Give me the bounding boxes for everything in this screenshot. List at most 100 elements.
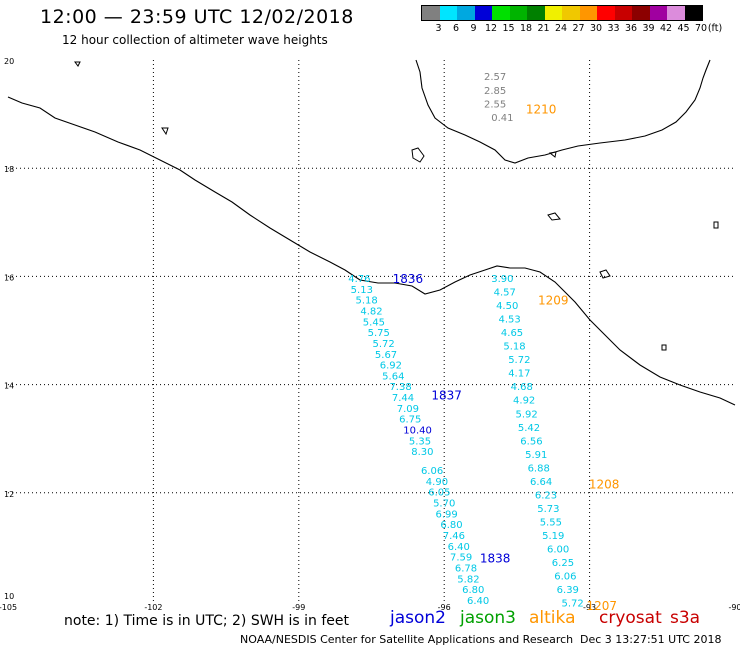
wave-height-value: 6.05 bbox=[428, 488, 450, 499]
legend-tick-label: 45 bbox=[677, 23, 690, 34]
legend-tick-label: 3 bbox=[435, 23, 442, 34]
axis-tick-labels: 10 12 14 16 18 20 -105 -102 -99 -96 -93 -90 bbox=[0, 57, 740, 612]
island-outline bbox=[547, 212, 561, 221]
satellite-label-s3a: s3a bbox=[670, 608, 701, 628]
legend-tick-label: 6 bbox=[452, 23, 460, 34]
wave-height-value: 7.59 bbox=[450, 553, 472, 564]
wave-height-value: 6.80 bbox=[440, 520, 462, 531]
wave-height-value: 4.57 bbox=[494, 288, 516, 299]
wave-height-value: 6.56 bbox=[520, 436, 542, 447]
wave-height-value: 5.70 bbox=[433, 499, 455, 510]
wave-height-value: 6.06 bbox=[554, 572, 576, 583]
island-outline bbox=[599, 269, 611, 279]
lat-tick-label: 12 bbox=[4, 490, 14, 499]
legend-tick-label: 24 bbox=[554, 23, 568, 34]
wave-height-value: 6.78 bbox=[455, 563, 477, 574]
island-outline bbox=[713, 221, 719, 229]
legend-swatch bbox=[457, 6, 475, 20]
wave-height-value: 5.35 bbox=[409, 436, 431, 447]
island-outline bbox=[548, 151, 557, 158]
wave-height-value: 4.90 bbox=[426, 477, 448, 488]
wave-height-value: 5.92 bbox=[515, 409, 537, 420]
wave-height-value: 7.44 bbox=[392, 393, 414, 404]
wave-height-value: 5.72 bbox=[508, 355, 530, 366]
legend-tick-label: 18 bbox=[519, 23, 533, 34]
lon-tick-label: -90 bbox=[728, 603, 740, 612]
wave-height-value: 8.30 bbox=[411, 447, 433, 458]
lon-tick-label: -93 bbox=[583, 603, 596, 612]
lat-tick-label: 16 bbox=[4, 273, 14, 282]
footer-note: note: 1) Time is in UTC; 2) SWH is in fe… bbox=[64, 613, 350, 629]
legend-swatch bbox=[579, 6, 597, 20]
lon-tick-label: -99 bbox=[292, 603, 305, 612]
wave-height-value: 5.91 bbox=[525, 450, 547, 461]
lon-tick-label: -102 bbox=[144, 603, 162, 612]
wave-height-value: 6.23 bbox=[535, 490, 557, 501]
satellite-label-cryosat: cryosat bbox=[599, 608, 662, 628]
legend-swatch bbox=[667, 6, 685, 20]
island-outline bbox=[74, 61, 81, 67]
legend-swatches bbox=[421, 5, 703, 21]
wave-height-value: 4.92 bbox=[513, 396, 535, 407]
coastline bbox=[7, 59, 736, 406]
satellite-label-jason3: jason3 bbox=[460, 608, 516, 628]
legend-tick-label: 33 bbox=[607, 23, 620, 34]
wave-height-value: 7.46 bbox=[443, 531, 465, 542]
wave-height-value: 5.55 bbox=[540, 517, 562, 528]
wave-height-value: 6.99 bbox=[435, 509, 457, 520]
wave-height-value: 6.64 bbox=[530, 477, 552, 488]
wave-height-value: 5.45 bbox=[363, 317, 385, 328]
satellite-label-altika: altika bbox=[529, 608, 576, 628]
legend-swatch bbox=[509, 6, 527, 20]
wave-height-value: 6.39 bbox=[557, 585, 579, 596]
legend-tick-label: 12 bbox=[484, 23, 498, 34]
pass-time-label: 1208 bbox=[589, 478, 620, 492]
wave-height-value: 4.68 bbox=[511, 382, 533, 393]
pass-time-label: 1836 bbox=[393, 272, 424, 286]
legend-swatch bbox=[527, 6, 545, 20]
legend-swatch bbox=[597, 6, 615, 20]
wave-height-value: 6.25 bbox=[552, 558, 574, 569]
legend-tick-label: 36 bbox=[624, 23, 638, 34]
wave-height-value: 6.40 bbox=[467, 596, 489, 607]
pass-time-label: 1837 bbox=[431, 388, 462, 402]
wave-height-value: 5.18 bbox=[503, 342, 525, 353]
legend-tick-label: 27 bbox=[572, 23, 585, 34]
wave-height-value: 2.85 bbox=[484, 86, 506, 97]
wave-height-value: 6.06 bbox=[421, 466, 443, 477]
wave-height-value: 5.72 bbox=[562, 599, 584, 610]
wave-height-value: 6.00 bbox=[547, 545, 569, 556]
color-legend: 3 6 9 12 15 18 21 24 27 30 33 36 39 42 45 70 (ft) bbox=[421, 5, 722, 35]
wave-height-value: 4.76 bbox=[348, 274, 370, 285]
legend-swatch bbox=[474, 6, 492, 20]
lat-tick-label: 20 bbox=[4, 57, 14, 66]
wave-height-value: 4.65 bbox=[501, 328, 523, 339]
legend-tick-label: 42 bbox=[659, 23, 673, 34]
legend-swatch bbox=[544, 6, 562, 20]
footer-timestamp: Dec 3 13:27:51 UTC 2018 bbox=[580, 633, 722, 646]
legend-tick-label: 21 bbox=[537, 23, 550, 34]
pass-time-label: 1210 bbox=[526, 103, 557, 117]
wave-height-value: 5.67 bbox=[375, 350, 397, 361]
pass-time-label: 1207 bbox=[586, 599, 617, 613]
wave-height-value: 7.38 bbox=[389, 382, 411, 393]
satellite-label-jason2: jason2 bbox=[390, 608, 446, 628]
legend-swatch bbox=[649, 6, 667, 20]
wave-height-value: 6.40 bbox=[448, 542, 470, 553]
pacific-coastline bbox=[7, 96, 736, 406]
wave-height-value: 4.82 bbox=[360, 306, 382, 317]
wave-height-value: 2.55 bbox=[484, 99, 506, 110]
legend-swatch bbox=[632, 6, 650, 20]
pass-time-label: 1209 bbox=[538, 294, 569, 308]
altimeter-passes: 2.572.852.550.4112104.765.135.184.825.45… bbox=[348, 72, 619, 613]
wave-height-value: 6.75 bbox=[399, 415, 421, 426]
wave-height-value: 5.75 bbox=[368, 328, 390, 339]
wave-height-value: 5.18 bbox=[356, 296, 378, 307]
footer-credit: NOAA/NESDIS Center for Satellite Applica… bbox=[240, 633, 574, 646]
pass-time-label: 1838 bbox=[480, 552, 511, 566]
island-outline bbox=[411, 147, 425, 163]
wave-height-value: 6.92 bbox=[380, 361, 402, 372]
legend-unit: (ft) bbox=[707, 23, 723, 34]
legend-swatch bbox=[614, 6, 632, 20]
gulf-coastline bbox=[415, 59, 711, 164]
